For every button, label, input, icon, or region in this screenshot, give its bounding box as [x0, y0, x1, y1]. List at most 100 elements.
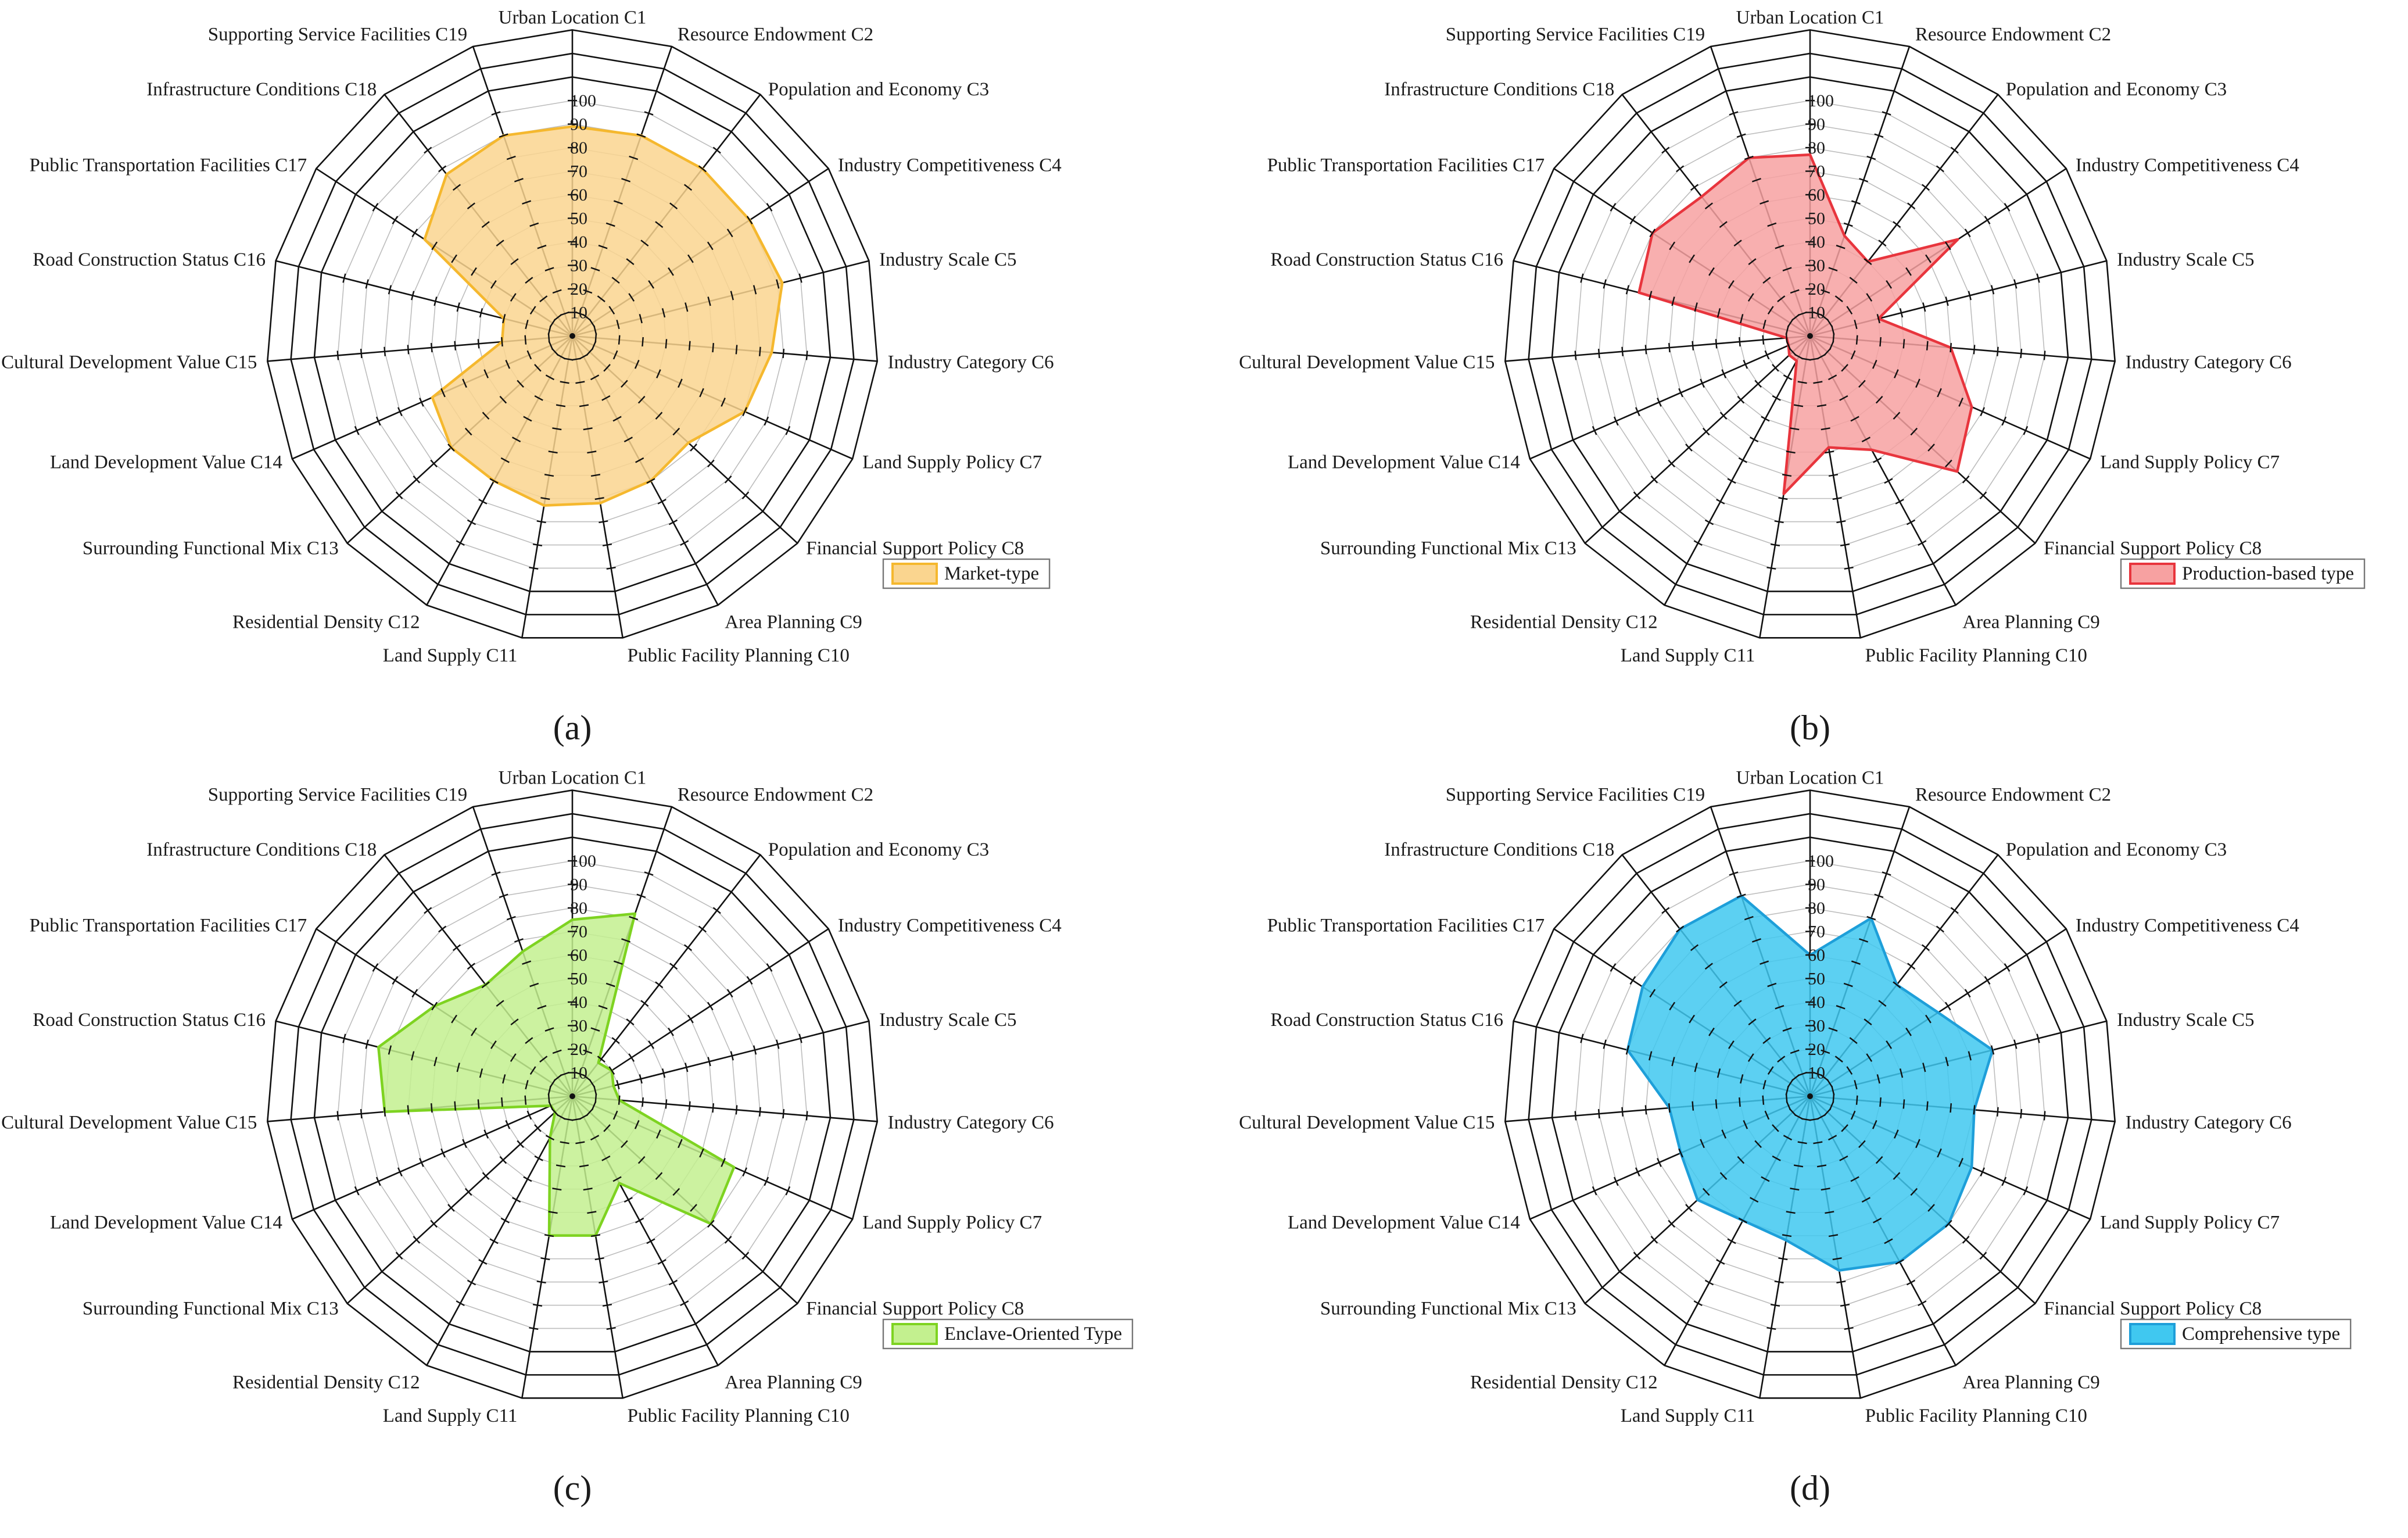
axis-tick	[1633, 491, 1641, 499]
axis-tick	[1762, 1037, 1771, 1044]
category-label: Public Facility Planning C10	[1865, 1405, 2087, 1426]
axis-tick	[1719, 221, 1728, 228]
axis-tick	[1580, 273, 1584, 283]
axis-tick	[1671, 1057, 1675, 1067]
axis-tick	[490, 280, 497, 289]
grid-ring	[1622, 147, 1998, 523]
axis-tick	[1747, 293, 1754, 302]
axis-tick	[590, 474, 601, 477]
axis-tick	[499, 893, 508, 898]
axis-tick	[2020, 1109, 2023, 1119]
axis-tick	[1740, 314, 1744, 324]
axis-tick	[1866, 915, 1876, 921]
category-label: Population and Economy C3	[768, 79, 989, 100]
axis-spoke	[572, 928, 829, 1097]
tick-label: 60	[570, 946, 587, 965]
axis-tick	[1786, 1101, 1791, 1111]
axis-tick	[411, 1051, 415, 1061]
category-label: Resource Endowment C2	[1915, 24, 2111, 45]
axis-tick	[1693, 1300, 1703, 1307]
category-label: Industry Category C6	[2126, 1112, 2292, 1133]
axis-tick	[540, 1257, 550, 1261]
axis-tick	[552, 289, 562, 294]
axis-tick	[1635, 407, 1640, 416]
axis-tick	[1733, 239, 1742, 247]
category-label: Supporting Service Facilities C19	[1446, 24, 1705, 45]
axis-tick	[575, 381, 585, 384]
axis-tick	[1944, 1002, 1951, 1011]
axis-tick	[1997, 346, 1999, 356]
tick-label: 10	[1808, 303, 1825, 323]
tick-label: 40	[570, 993, 587, 1012]
axis-tick	[764, 416, 769, 426]
axis-tick	[551, 1108, 559, 1117]
axis-tick	[1925, 254, 1932, 263]
axis-tick	[522, 960, 532, 965]
axis-tick	[1719, 981, 1728, 989]
axis-tick	[431, 241, 438, 251]
axis-tick	[1918, 540, 1927, 546]
axis-tick	[735, 1105, 738, 1115]
axis-tick	[529, 1326, 539, 1330]
axis-tick	[1770, 543, 1780, 547]
axis-tick	[680, 1300, 689, 1307]
axis-spoke	[1505, 335, 1811, 362]
axis-tick	[1592, 1186, 1597, 1196]
axis-tick	[560, 1141, 569, 1144]
axis-tick	[536, 520, 546, 524]
axis-tick	[496, 1000, 504, 1007]
axis-tick	[646, 1238, 655, 1244]
axis-tick	[544, 1027, 554, 1032]
axis-tick	[552, 1049, 562, 1054]
axis-tick	[637, 396, 646, 404]
radar-panel-d: 10 20 30 40 50 60 70 80 90 100 Urban Location C1 Re…	[1239, 768, 2352, 1507]
legend-label: Production-based type	[2182, 563, 2354, 584]
axis-tick	[1754, 1140, 1762, 1148]
category-label: Public Transportation Facilities C17	[1267, 155, 1545, 176]
axis-tick	[525, 277, 533, 284]
axis-tick	[462, 1139, 467, 1149]
axis-tick	[1777, 1056, 1786, 1063]
axis-tick	[1979, 491, 1987, 499]
axis-tick	[648, 280, 655, 289]
axis-tick	[482, 1172, 490, 1180]
axis-tick	[583, 289, 593, 294]
axis-tick	[599, 1281, 608, 1284]
grid-ring	[1575, 100, 2045, 569]
axis-tick	[1921, 944, 1930, 952]
axis-tick	[1797, 1141, 1807, 1144]
axis-tick	[1629, 216, 1636, 224]
axis-tick	[1899, 1068, 1904, 1078]
axis-tick	[496, 239, 504, 247]
axis-tick	[1629, 976, 1636, 985]
axis-tick	[698, 925, 707, 933]
series-area-b	[1637, 153, 1973, 495]
axis-tick	[1761, 1176, 1770, 1182]
axis-tick	[690, 1204, 697, 1212]
outer-ring	[313, 76, 832, 592]
category-label: Public Transportation Facilities C17	[30, 915, 307, 936]
axis-tick	[699, 388, 704, 398]
axis-tick	[397, 407, 403, 416]
axis-tick	[1831, 1086, 1835, 1096]
axis-tick	[1669, 241, 1676, 251]
tick-label: 40	[570, 233, 587, 252]
axis-tick	[526, 1110, 532, 1120]
axis-tick	[724, 1236, 732, 1244]
axis-tick	[354, 425, 360, 435]
axis-tick	[526, 350, 532, 360]
axis-tick	[741, 491, 750, 499]
axis-tick	[586, 1108, 594, 1117]
axis-tick	[626, 1018, 635, 1026]
axis-tick	[438, 165, 447, 173]
axis-tick	[510, 1018, 519, 1026]
axis-tick	[590, 1135, 600, 1141]
axis-tick	[668, 1027, 674, 1036]
axis-tick	[636, 133, 646, 138]
axis-tick	[1676, 165, 1685, 173]
axis-tick	[1635, 1167, 1640, 1176]
axis-tick	[1831, 326, 1835, 335]
axis-tick	[776, 1039, 780, 1049]
axis-tick	[1770, 1304, 1780, 1307]
axis-tick	[591, 341, 597, 350]
